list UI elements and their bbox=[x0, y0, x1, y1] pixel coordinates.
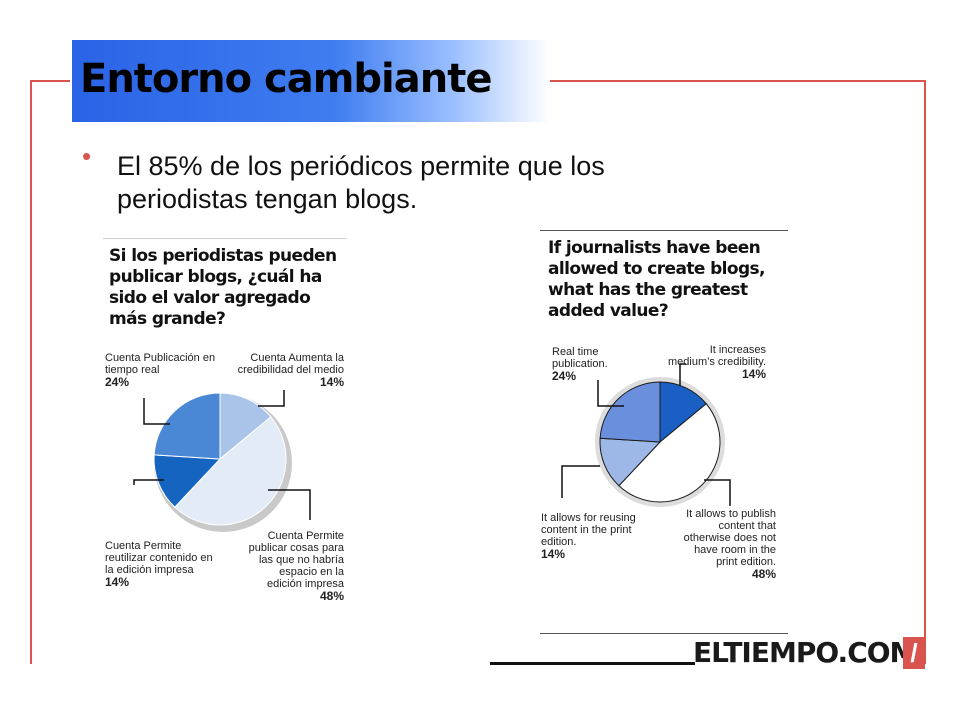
pie-chart-english bbox=[561, 363, 731, 507]
pie-slice-0 bbox=[659, 381, 707, 444]
leader-line bbox=[561, 465, 600, 498]
leader-line bbox=[143, 398, 170, 425]
logo-text: ELTIEMPO.COM bbox=[693, 636, 917, 669]
pie-slice-0 bbox=[219, 392, 272, 461]
slice-label: It allows to publish content that otherw… bbox=[683, 508, 776, 581]
bullet-text: El 85% de los periódicos permite que los… bbox=[117, 151, 605, 214]
pie-slice-3 bbox=[599, 381, 661, 443]
slice-label: It increases medium’s credibility. 14% bbox=[668, 344, 767, 381]
slice-label: Cuenta Aumenta la credibilidad del medio… bbox=[237, 352, 344, 389]
slice-label: Cuenta Permite reutilizar contenido en l… bbox=[105, 540, 213, 589]
bullet-icon: • bbox=[82, 141, 92, 171]
leader-line bbox=[704, 479, 731, 506]
slide-title: Entorno cambiante bbox=[80, 56, 492, 102]
leader-line bbox=[268, 489, 311, 520]
title-band bbox=[72, 40, 550, 122]
chart-title-english: If journalists have been allowed to crea… bbox=[548, 238, 766, 321]
footer-line bbox=[490, 662, 695, 665]
chart-title-spanish: Si los periodistas pueden publicar blogs… bbox=[109, 246, 337, 329]
pie-slice-2 bbox=[599, 437, 662, 487]
pie-slice-1 bbox=[618, 403, 721, 503]
pie-slice-2 bbox=[153, 454, 222, 508]
leader-line bbox=[258, 390, 285, 407]
pie-slice-3 bbox=[153, 392, 221, 460]
slice-label: Real time publication. 24% bbox=[552, 346, 608, 383]
slice-label: It allows for reusing content in the pri… bbox=[541, 512, 636, 561]
pie-chart-spanish bbox=[133, 390, 311, 532]
slice-label: Cuenta Permite publicar cosas para las q… bbox=[248, 530, 344, 603]
leader-line bbox=[679, 363, 686, 386]
leader-line bbox=[597, 380, 624, 407]
pie-slice-1 bbox=[174, 416, 287, 526]
logo-mark: / bbox=[903, 637, 925, 669]
slice-label: Cuenta Publicación en tiempo real 24% bbox=[105, 352, 216, 389]
eltiempo-logo: ELTIEMPO.COM / bbox=[693, 635, 925, 671]
leader-line bbox=[133, 479, 164, 485]
